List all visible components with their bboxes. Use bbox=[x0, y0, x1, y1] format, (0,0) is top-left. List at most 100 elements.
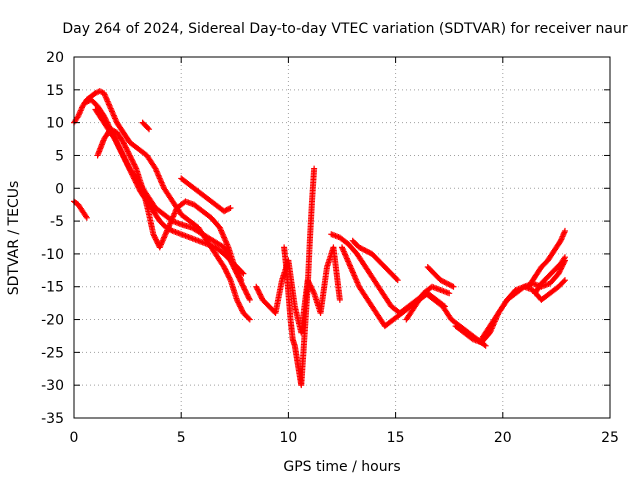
data-point bbox=[242, 287, 249, 294]
data-point bbox=[255, 287, 262, 294]
data-point bbox=[238, 306, 245, 313]
data-point bbox=[449, 283, 456, 290]
data-point bbox=[129, 172, 136, 179]
y-tick-label: 0 bbox=[55, 181, 64, 197]
data-point bbox=[234, 298, 241, 305]
x-axis-label: GPS time / hours bbox=[283, 459, 400, 475]
x-tick-label: 5 bbox=[177, 430, 186, 446]
data-point bbox=[226, 205, 233, 212]
data-layer bbox=[71, 88, 568, 389]
x-tick-label: 10 bbox=[279, 430, 297, 446]
data-point bbox=[232, 265, 239, 272]
data-point bbox=[245, 315, 252, 322]
data-point bbox=[111, 136, 118, 143]
data-point bbox=[561, 277, 568, 284]
data-point bbox=[253, 283, 260, 290]
data-point bbox=[222, 266, 229, 273]
x-tick-label: 15 bbox=[387, 430, 405, 446]
data-point bbox=[237, 275, 244, 282]
data-point bbox=[113, 139, 120, 146]
data-point bbox=[226, 275, 233, 282]
y-tick-label: 5 bbox=[55, 148, 64, 164]
data-point bbox=[234, 269, 241, 276]
data-point bbox=[256, 290, 263, 297]
data-point bbox=[124, 147, 131, 154]
data-point bbox=[116, 146, 123, 153]
data-point bbox=[127, 168, 134, 175]
data-series-track-13 bbox=[403, 283, 453, 323]
data-point bbox=[255, 288, 262, 295]
data-point bbox=[557, 266, 564, 273]
data-point bbox=[241, 285, 248, 292]
data-point bbox=[98, 88, 105, 95]
data-point bbox=[127, 153, 134, 160]
data-point bbox=[254, 286, 261, 293]
data-point bbox=[154, 239, 161, 246]
data-series-track-4 bbox=[94, 126, 245, 284]
data-point bbox=[226, 274, 233, 281]
data-point bbox=[125, 149, 132, 156]
data-point bbox=[310, 288, 317, 295]
data-point bbox=[560, 278, 567, 285]
data-point bbox=[128, 155, 135, 162]
data-point bbox=[231, 264, 238, 271]
data-point bbox=[239, 282, 246, 289]
data-point bbox=[246, 295, 253, 302]
data-point bbox=[125, 164, 132, 171]
data-point bbox=[146, 126, 153, 133]
data-point bbox=[238, 277, 245, 284]
data-point bbox=[124, 162, 131, 169]
chart-title: Day 264 of 2024, Sidereal Day-to-day VTE… bbox=[62, 21, 628, 37]
data-point bbox=[126, 151, 133, 158]
data-point bbox=[121, 141, 128, 148]
data-point bbox=[243, 290, 250, 297]
y-tick-label: -15 bbox=[41, 280, 64, 296]
data-point bbox=[556, 269, 563, 276]
data-point bbox=[482, 342, 489, 349]
data-point bbox=[129, 171, 136, 178]
tick-layer: 0 5 10 15 20 25 20 15 10 5 0 -5 -10 -15 -20 -25 -30 -35 bbox=[41, 50, 619, 446]
data-point bbox=[122, 157, 129, 164]
data-point bbox=[152, 236, 159, 243]
data-point bbox=[242, 288, 249, 295]
data-point bbox=[120, 140, 127, 147]
data-point bbox=[83, 214, 90, 221]
data-point bbox=[131, 175, 138, 182]
data-point bbox=[235, 300, 242, 307]
data-point bbox=[309, 287, 316, 294]
data-point bbox=[125, 163, 132, 170]
data-point bbox=[446, 290, 453, 297]
data-point bbox=[257, 292, 264, 299]
data-point bbox=[236, 273, 243, 280]
y-tick-label: -5 bbox=[50, 214, 64, 230]
data-point bbox=[336, 296, 343, 303]
data-point bbox=[244, 292, 251, 299]
data-point bbox=[122, 143, 129, 150]
data-point bbox=[120, 153, 127, 160]
data-point bbox=[114, 142, 121, 149]
data-point bbox=[233, 296, 240, 303]
data-point bbox=[240, 283, 247, 290]
data-point bbox=[126, 152, 133, 159]
data-point bbox=[450, 283, 457, 290]
data-point bbox=[127, 167, 134, 174]
data-series-track-12 bbox=[349, 237, 401, 284]
data-point bbox=[130, 174, 137, 181]
data-point bbox=[128, 156, 135, 163]
x-tick-label: 0 bbox=[70, 430, 79, 446]
y-tick-label: -35 bbox=[41, 411, 64, 427]
data-point bbox=[241, 286, 248, 293]
data-series-track-7 bbox=[139, 119, 153, 133]
data-series-track-5 bbox=[178, 175, 234, 215]
data-point bbox=[394, 277, 401, 284]
data-point bbox=[481, 341, 488, 348]
data-series-track-17 bbox=[525, 227, 568, 290]
data-point bbox=[239, 281, 246, 288]
data-point bbox=[118, 149, 125, 156]
data-series-track-14 bbox=[424, 264, 457, 290]
data-point bbox=[561, 255, 568, 262]
data-point bbox=[132, 164, 139, 171]
data-point bbox=[244, 291, 251, 298]
plot-frame bbox=[73, 56, 611, 419]
